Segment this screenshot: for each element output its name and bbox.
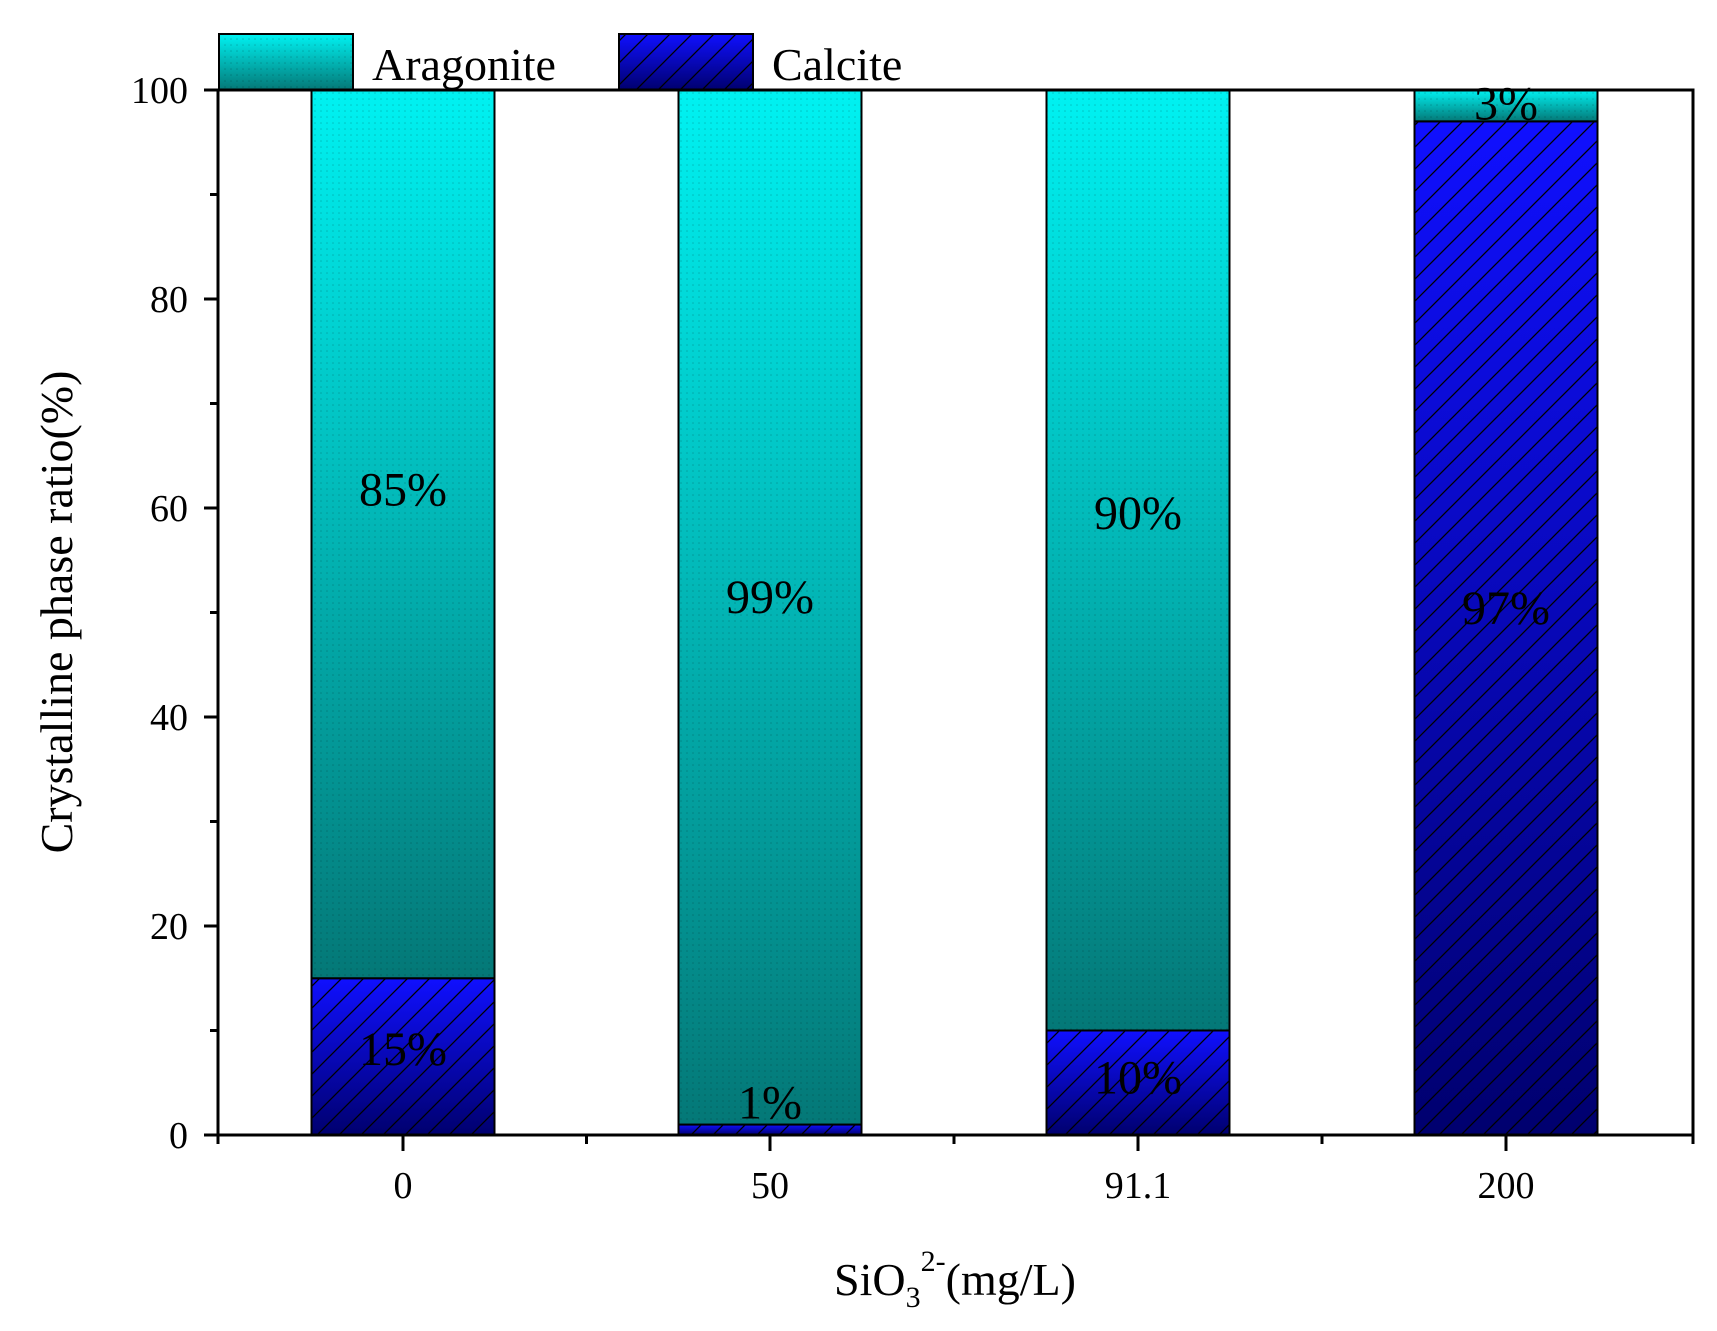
y-tick-label-80: 80: [150, 279, 188, 321]
legend-swatch-aragonite-texture: [219, 34, 353, 90]
bar-calcite-hatch-91.1: [1046, 1030, 1230, 1135]
y-tick-label-0: 0: [169, 1115, 188, 1157]
legend-swatch-calcite-hatch: [619, 34, 753, 90]
x-axis-title-prefix: SiO: [834, 1254, 906, 1305]
x-axis: 0 50 91.1 200: [216, 1135, 1695, 1207]
x-tick-label-50: 50: [751, 1165, 789, 1207]
bar-label-aragonite-0: 85%: [359, 464, 447, 517]
x-tick-label-91.1: 91.1: [1105, 1165, 1172, 1207]
bar-aragonite-texture-0: [311, 90, 495, 979]
bar-label-aragonite-91.1: 90%: [1094, 487, 1182, 540]
legend-label-calcite: Calcite: [772, 39, 902, 90]
legend: Aragonite Calcite: [218, 33, 902, 91]
x-tick-label-200: 200: [1478, 1165, 1535, 1207]
bar-label-aragonite-200: 3%: [1474, 77, 1538, 130]
bar-calcite-hatch-0: [311, 978, 495, 1135]
bar-label-calcite-50: 1%: [738, 1077, 802, 1130]
x-axis-title-suffix: (mg/L): [946, 1254, 1076, 1305]
x-axis-title: SiO32-(mg/L): [834, 1245, 1076, 1314]
bar-labels-layer: 85% 15% 99% 1% 90% 10% 3% 97%: [359, 77, 1550, 1129]
y-axis: 0 20 40 60 80 100: [131, 70, 218, 1157]
bar-label-aragonite-50: 99%: [726, 571, 814, 624]
bar-aragonite-texture-50: [678, 90, 862, 1125]
bar-label-calcite-0: 15%: [359, 1023, 447, 1076]
legend-label-aragonite: Aragonite: [372, 39, 556, 90]
x-axis-title-superscript: 2-: [921, 1245, 946, 1278]
bar-aragonite-texture-91.1: [1046, 90, 1230, 1031]
y-tick-label-100: 100: [131, 70, 188, 112]
y-axis-title: Crystalline phase ratio(%): [31, 371, 82, 854]
x-axis-title-subscript: 3: [906, 1281, 921, 1314]
y-tick-label-40: 40: [150, 697, 188, 739]
bar-label-calcite-200: 97%: [1462, 582, 1550, 635]
legend-item-calcite: Calcite: [618, 33, 902, 91]
bar-aragonite-texture-200: [1414, 90, 1598, 122]
y-tick-label-20: 20: [150, 906, 188, 948]
x-tick-label-0: 0: [394, 1165, 413, 1207]
bars-layer: [310, 89, 1599, 1137]
legend-item-aragonite: Aragonite: [218, 33, 556, 91]
y-tick-label-60: 60: [150, 488, 188, 530]
bar-calcite-hatch-50: [678, 1124, 862, 1135]
bar-calcite-hatch-200: [1414, 121, 1598, 1136]
bar-label-calcite-91.1: 10%: [1094, 1052, 1182, 1105]
